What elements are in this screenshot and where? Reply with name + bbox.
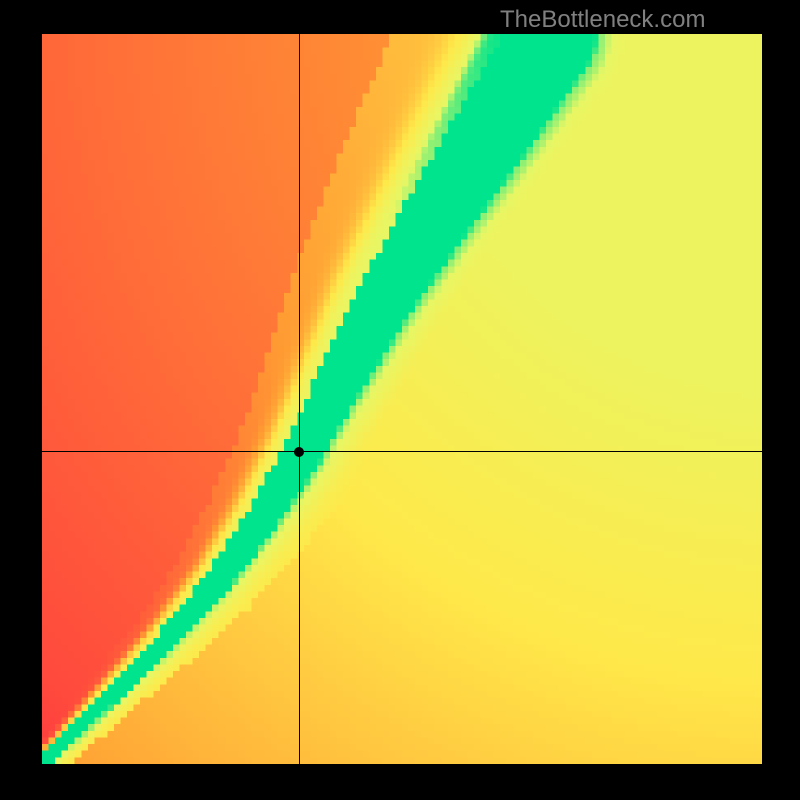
crosshair-vertical bbox=[299, 34, 300, 764]
heatmap-chart bbox=[42, 34, 762, 764]
data-point bbox=[294, 447, 304, 457]
crosshair-horizontal bbox=[42, 451, 762, 452]
watermark: TheBottleneck.com bbox=[500, 6, 705, 34]
